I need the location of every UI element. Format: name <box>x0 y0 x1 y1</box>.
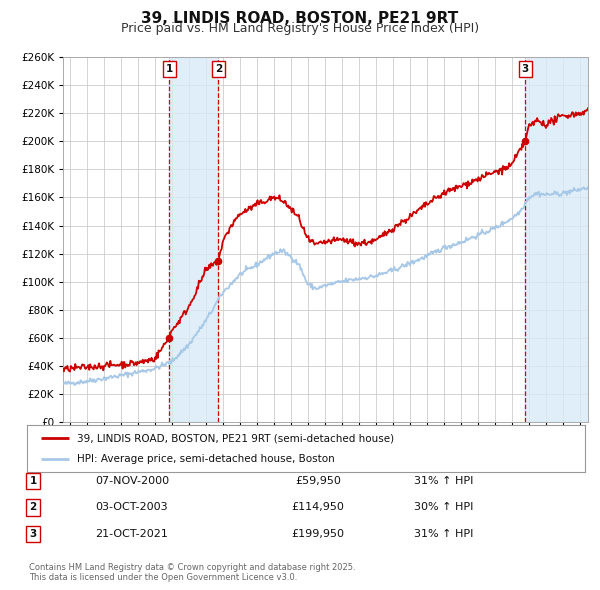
Text: 21-OCT-2021: 21-OCT-2021 <box>95 529 169 539</box>
Text: 2: 2 <box>215 64 222 74</box>
Text: 31% ↑ HPI: 31% ↑ HPI <box>415 529 473 539</box>
Text: £59,950: £59,950 <box>295 476 341 486</box>
Text: HPI: Average price, semi-detached house, Boston: HPI: Average price, semi-detached house,… <box>77 454 335 464</box>
Bar <box>169 57 218 422</box>
Text: 1: 1 <box>29 476 37 486</box>
Text: £199,950: £199,950 <box>292 529 344 539</box>
Text: 1: 1 <box>166 64 173 74</box>
Text: Contains HM Land Registry data © Crown copyright and database right 2025.: Contains HM Land Registry data © Crown c… <box>29 563 355 572</box>
Text: Price paid vs. HM Land Registry's House Price Index (HPI): Price paid vs. HM Land Registry's House … <box>121 22 479 35</box>
Text: £114,950: £114,950 <box>292 503 344 512</box>
Text: 39, LINDIS ROAD, BOSTON, PE21 9RT: 39, LINDIS ROAD, BOSTON, PE21 9RT <box>142 11 458 25</box>
Text: 2: 2 <box>29 503 37 512</box>
Text: 3: 3 <box>29 529 37 539</box>
Text: 07-NOV-2000: 07-NOV-2000 <box>95 476 169 486</box>
Text: 3: 3 <box>521 64 529 74</box>
Text: 39, LINDIS ROAD, BOSTON, PE21 9RT (semi-detached house): 39, LINDIS ROAD, BOSTON, PE21 9RT (semi-… <box>77 433 394 443</box>
Text: 30% ↑ HPI: 30% ↑ HPI <box>415 503 473 512</box>
Bar <box>525 57 588 422</box>
Text: 31% ↑ HPI: 31% ↑ HPI <box>415 476 473 486</box>
Text: 03-OCT-2003: 03-OCT-2003 <box>95 503 169 512</box>
Text: This data is licensed under the Open Government Licence v3.0.: This data is licensed under the Open Gov… <box>29 572 297 582</box>
